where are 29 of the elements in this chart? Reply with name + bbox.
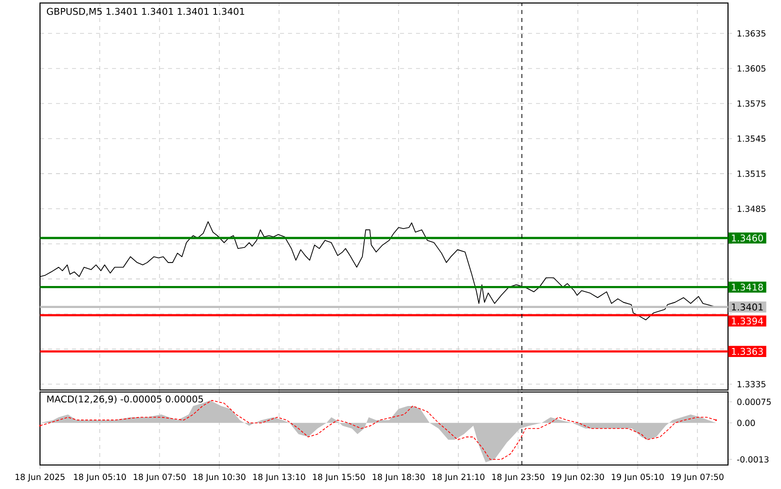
ref-line-label: 1.3460 <box>732 234 763 242</box>
y-tick-label: 1.3605 <box>738 65 766 72</box>
chart-title: GBPUSD,M5 1.3401 1.3401 1.3401 1.3401 <box>46 8 244 16</box>
y-tick-label: 1.3515 <box>738 170 766 177</box>
y-tick-label: -0.0013 <box>737 456 768 463</box>
x-tick-label: 18 Jun 13:10 <box>253 474 306 482</box>
ref-line-label: 1.3401 <box>732 303 763 311</box>
ref-line-label: 1.3363 <box>732 348 763 355</box>
ref-line-label: 1.3418 <box>732 284 763 291</box>
y-tick-label: 1.3545 <box>738 135 766 142</box>
x-tick-label: 18 Jun 18:30 <box>372 474 425 482</box>
x-tick-label: 19 Jun 05:10 <box>612 474 664 482</box>
y-tick-label: 1.3485 <box>738 206 766 212</box>
x-tick-label: 19 Jun 07:50 <box>672 474 724 482</box>
ref-line-label: 1.3394 <box>732 317 764 325</box>
x-tick-label: 18 Jun 05:10 <box>74 474 126 482</box>
x-tick-label: 18 Jun 15:50 <box>313 474 365 482</box>
x-tick-label: 18 Jun 07:50 <box>134 474 186 482</box>
y-tick-label: 0.00 <box>737 420 755 426</box>
x-tick-label: 18 Jun 10:30 <box>194 474 246 482</box>
y-tick-label: 0.00075 <box>737 398 771 406</box>
y-tick-label: 1.3635 <box>738 30 766 37</box>
y-tick-label: 1.3335 <box>738 380 766 388</box>
chart-title: MACD(12,26,9) -0.00005 0.00005 <box>47 395 203 404</box>
x-tick-label: 18 Jun 23:50 <box>492 474 544 482</box>
x-tick-label: 18 Jun 21:10 <box>432 474 484 482</box>
x-tick-label: 18 Jun 2025 <box>16 474 65 482</box>
y-tick-label: 1.3575 <box>738 100 766 107</box>
x-tick-label: 19 Jun 02:30 <box>552 474 604 482</box>
